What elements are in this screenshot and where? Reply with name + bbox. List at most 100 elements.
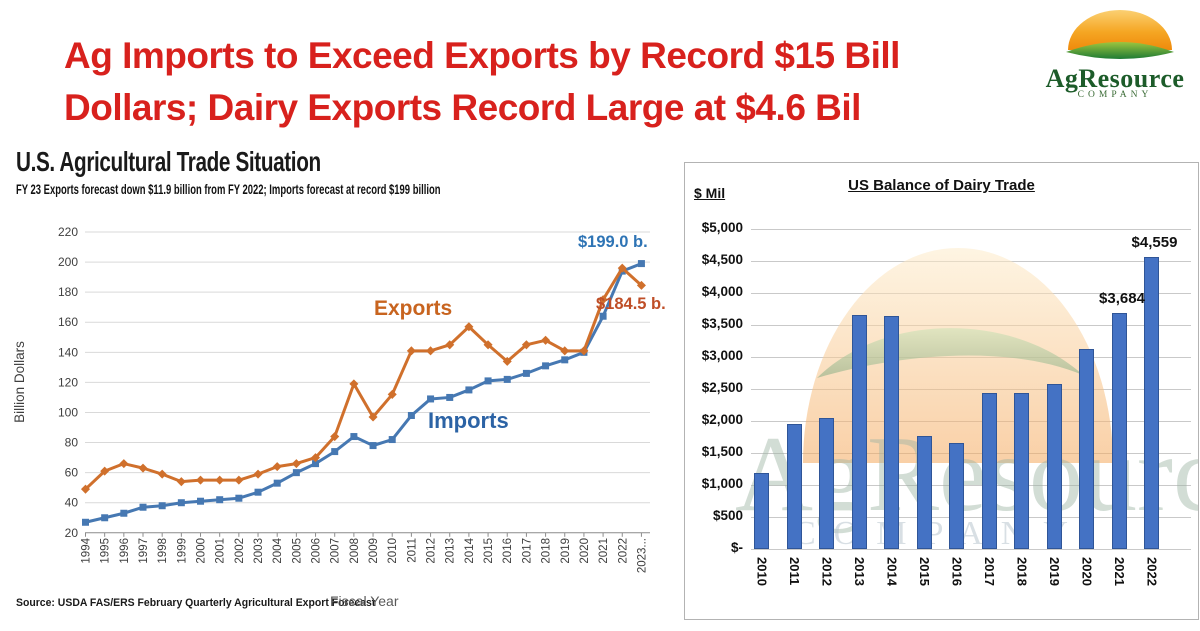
dairy-trade-chart-panel: AgResource COMPANY $ Mil US Balance of D… xyxy=(684,162,1199,620)
y-tick-label: $- xyxy=(730,540,743,555)
imports-marker xyxy=(599,312,607,320)
y-tick-label: 100 xyxy=(58,405,78,419)
slide-title-line1: Ag Imports to Exceed Exports by Record $… xyxy=(64,35,900,76)
bar-2017 xyxy=(981,393,997,549)
fiscal-year-axis-title: Fiscal Year xyxy=(330,593,399,609)
imports-marker xyxy=(427,395,435,403)
bar-2013 xyxy=(851,314,867,549)
imports-marker xyxy=(522,369,530,377)
x-tick-label: 1998 xyxy=(157,538,169,564)
bar-2021 xyxy=(1111,313,1127,549)
y-tick-label: $1,500 xyxy=(701,444,743,459)
exports-marker xyxy=(291,459,301,469)
x-tick-label: 2016 xyxy=(502,538,514,564)
exports-marker xyxy=(272,462,282,472)
x-tick-label: 2019 xyxy=(560,538,572,564)
exports-marker xyxy=(234,475,244,485)
watermark-company-text: COMPANY xyxy=(793,515,1086,552)
exports-marker xyxy=(100,466,110,476)
x-tick-label: 2014 xyxy=(464,537,476,563)
imports-marker xyxy=(484,377,492,385)
imports-line xyxy=(85,262,642,524)
slide-title-line2: Dollars; Dairy Exports Record Large at $… xyxy=(64,87,861,128)
x-tick-label: 2012 xyxy=(426,538,438,564)
y-tick-label: 40 xyxy=(65,496,79,510)
imports-marker xyxy=(388,436,396,444)
bar-2015 xyxy=(916,435,932,549)
exports-marker xyxy=(253,469,263,479)
y-tick-label: 160 xyxy=(58,315,78,329)
exports-marker xyxy=(406,346,416,356)
x-tick-label: 2021 xyxy=(1112,557,1127,586)
x-tick-label: 2018 xyxy=(1014,557,1030,586)
x-tick-label: 2015 xyxy=(917,557,932,586)
x-tick-label: 2011 xyxy=(406,538,418,563)
exports-marker xyxy=(195,475,206,485)
x-tick-label: 2018 xyxy=(541,538,553,564)
imports-marker xyxy=(120,509,128,517)
agresource-logo-icon xyxy=(1066,10,1174,59)
exports-marker xyxy=(368,412,378,422)
dairy-chart-unit-label: $ Mil xyxy=(694,185,726,201)
exports-marker xyxy=(426,346,436,356)
y-tick-label: 60 xyxy=(65,466,79,480)
bar-2020 xyxy=(1079,349,1094,549)
x-tick-label: 2022 xyxy=(1144,557,1160,586)
exports-series-label: Exports xyxy=(374,297,453,320)
y-tick-label: 180 xyxy=(58,285,78,299)
bar-2010 xyxy=(754,472,769,549)
imports-marker xyxy=(101,514,109,522)
imports-marker xyxy=(637,260,645,268)
ag-trade-line-chart: 20 40 60 80 100 120 140 160 180 200 220 Billion Dol… xyxy=(12,225,650,573)
y-tick-label: $3,500 xyxy=(701,316,743,331)
x-tick-label: 2001 xyxy=(215,538,227,564)
imports-2023-annotation: $199.0 b. xyxy=(578,233,648,251)
x-tick-label: 2002 xyxy=(234,538,246,564)
imports-marker xyxy=(312,460,320,468)
x-tick-label: 1995 xyxy=(100,538,112,564)
imports-marker xyxy=(561,356,569,364)
x-tick-label: 2017 xyxy=(982,557,997,586)
watermark-dome xyxy=(803,248,1113,463)
x-tick-label: 1996 xyxy=(119,538,131,564)
watermark-text: AgResource xyxy=(735,415,1198,534)
x-tick-label: 1997 xyxy=(138,538,150,564)
slide-title: Ag Imports to Exceed Exports by Record $… xyxy=(64,30,964,134)
y-tick-label: 200 xyxy=(58,255,78,269)
imports-marker xyxy=(139,503,147,511)
x-tick-label: 2005 xyxy=(291,538,303,564)
grid-line xyxy=(751,517,1191,518)
imports-marker xyxy=(407,411,415,419)
exports-marker xyxy=(521,340,531,350)
exports-marker xyxy=(502,356,512,366)
imports-marker xyxy=(82,518,89,526)
y-tick-label: 80 xyxy=(65,436,79,450)
bar-2016 xyxy=(949,443,964,549)
y-tick-label: $500 xyxy=(712,508,743,523)
bar-2019 xyxy=(1046,383,1062,549)
x-tick-label: 2014 xyxy=(884,557,900,586)
y-tick-label: $2,500 xyxy=(701,380,743,395)
logo-name: AgResource xyxy=(1045,64,1185,93)
x-tick-label: 1994 xyxy=(81,537,93,563)
y-tick-label: $4,000 xyxy=(701,284,743,299)
imports-marker xyxy=(235,494,243,502)
y-tick-label: $3,000 xyxy=(701,348,743,363)
imports-marker xyxy=(197,497,205,505)
x-tick-label: 2022 xyxy=(617,538,629,564)
x-tick-label: 2016 xyxy=(949,557,965,586)
y-tick-label: $2,000 xyxy=(701,412,743,427)
logo-company: COMPANY xyxy=(1077,90,1153,100)
imports-marker xyxy=(177,499,185,507)
imports-marker xyxy=(216,496,224,504)
exports-line xyxy=(84,266,643,491)
imports-marker xyxy=(158,502,166,510)
y-tick-label: 120 xyxy=(58,375,78,389)
bar-value-label: $4,559 xyxy=(1131,234,1178,252)
grid-line xyxy=(751,549,1191,550)
x-tick-label: 2011 xyxy=(787,557,802,586)
y-tick-label: $1,000 xyxy=(701,476,743,491)
x-tick-label: 2010 xyxy=(754,557,770,586)
bar-2011 xyxy=(786,423,802,549)
left-chart-title: U.S. Agricultural Trade Situation xyxy=(16,146,321,177)
